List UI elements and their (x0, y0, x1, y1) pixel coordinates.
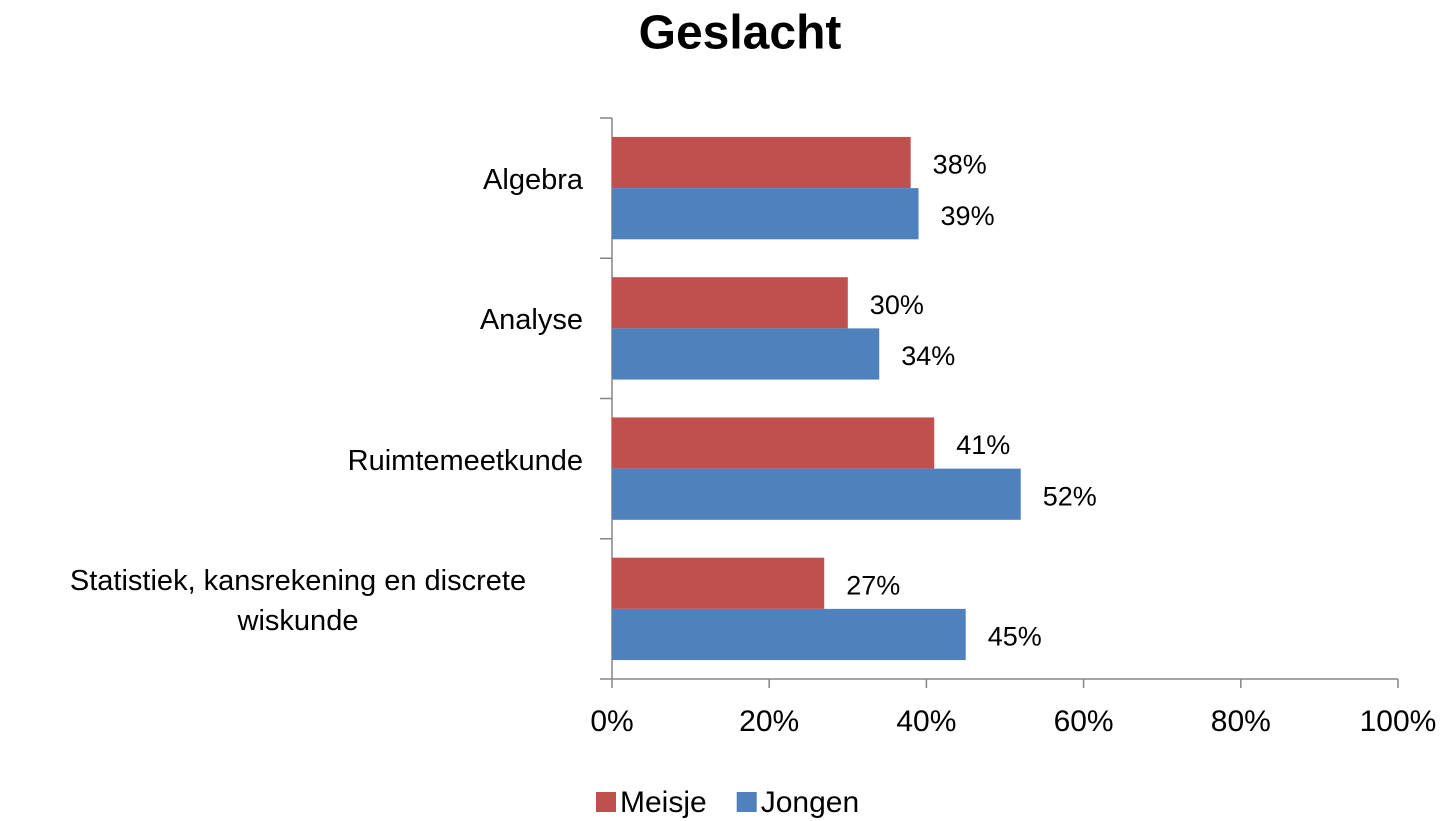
legend-label: Jongen (761, 786, 859, 819)
x-tick-label: 0% (590, 705, 633, 738)
value-label: 38% (933, 150, 987, 180)
bar (612, 136, 911, 189)
bar (612, 608, 966, 661)
x-tick-label: 100% (1360, 705, 1437, 738)
legend-swatch (596, 792, 616, 812)
legend-label: Meisje (620, 786, 707, 819)
value-label: 30% (870, 290, 924, 320)
value-label: 34% (901, 341, 955, 371)
bar (612, 277, 848, 329)
x-tick-label: 80% (1211, 705, 1271, 738)
x-tick-label: 60% (1054, 705, 1114, 738)
legend-swatch (736, 792, 757, 812)
bar (612, 417, 935, 469)
bar (612, 328, 880, 380)
value-label: 52% (1043, 481, 1097, 511)
value-label: 27% (846, 570, 900, 600)
category-label: Ruimtemeetkunde (347, 444, 583, 477)
category-label: Algebra (483, 164, 583, 197)
value-label: 41% (956, 430, 1010, 460)
value-label: 39% (941, 201, 995, 231)
category-label: Statistiek, kansrekening en discrete wis… (69, 564, 527, 637)
bar (612, 468, 1021, 520)
value-label: 45% (988, 622, 1042, 652)
bar (612, 188, 919, 240)
x-tick-label: 40% (896, 705, 956, 738)
x-tick-label: 20% (739, 705, 799, 738)
category-label: Analyse (479, 304, 583, 337)
chart-title: Geslacht (639, 7, 842, 60)
bar (612, 557, 825, 609)
